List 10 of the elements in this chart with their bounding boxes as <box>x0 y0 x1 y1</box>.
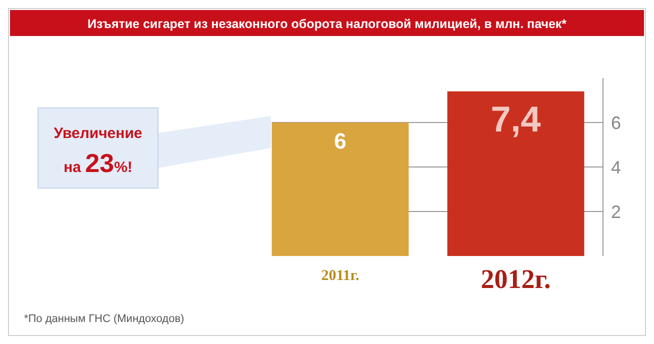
y-tick-label: 4 <box>610 157 622 178</box>
chart-title: Изъятие сигарет из незаконного оборота налоговой милицией, в млн. пачек* <box>87 17 567 31</box>
text: *По данным ГНС (Миндоходов) <box>24 313 184 325</box>
x-tick-label: 2012г. <box>480 264 551 294</box>
y-tick-label: 6 <box>610 112 622 133</box>
text: Увеличение на 23%! <box>54 125 142 178</box>
y-tick-label: 2 <box>610 202 622 222</box>
data-label: 6 <box>334 128 346 154</box>
data-label: 7,4 <box>490 98 541 140</box>
x-tick-label: 2011г. <box>321 268 360 284</box>
